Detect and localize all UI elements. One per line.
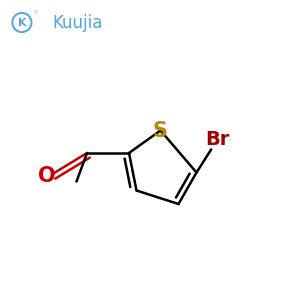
Text: Kuujia: Kuujia	[52, 14, 103, 32]
Text: O: O	[38, 166, 55, 185]
Text: S: S	[153, 121, 168, 140]
Text: Br: Br	[205, 130, 230, 149]
Text: °: °	[33, 11, 37, 17]
Text: K: K	[18, 17, 26, 28]
